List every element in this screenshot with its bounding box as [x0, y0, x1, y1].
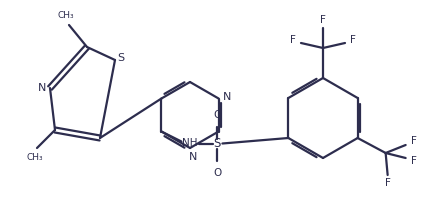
Text: F: F [320, 15, 326, 25]
Text: F: F [290, 35, 296, 45]
Text: O: O [213, 168, 222, 177]
Text: O: O [213, 110, 222, 119]
Text: CH₃: CH₃ [27, 153, 43, 162]
Text: F: F [350, 35, 356, 45]
Text: S: S [118, 53, 124, 63]
Text: N: N [38, 83, 46, 93]
Text: F: F [385, 178, 390, 188]
Text: S: S [214, 137, 221, 150]
Text: N: N [189, 152, 197, 162]
Text: NH: NH [181, 138, 197, 149]
Text: F: F [411, 156, 417, 166]
Text: N: N [222, 92, 231, 101]
Text: F: F [411, 136, 417, 146]
Text: CH₃: CH₃ [58, 11, 74, 19]
